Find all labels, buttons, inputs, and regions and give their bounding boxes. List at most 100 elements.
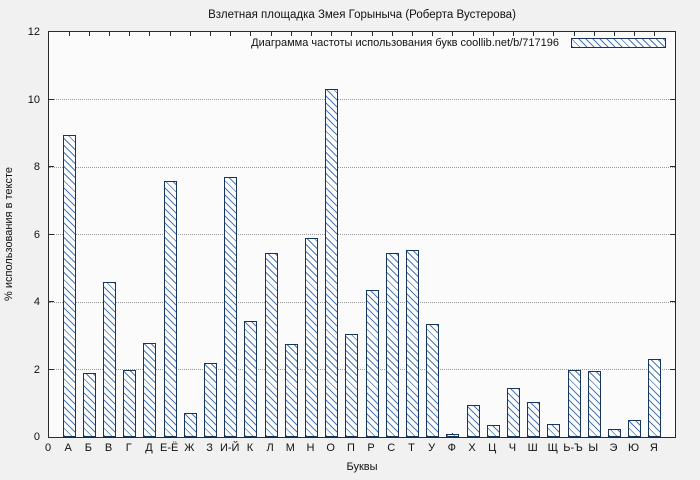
x-tick-label: Г bbox=[125, 442, 132, 454]
bar bbox=[244, 320, 258, 437]
x-tick-label: П bbox=[346, 442, 355, 454]
bar bbox=[527, 401, 541, 437]
x-tick-mark bbox=[290, 32, 292, 36]
x-tick-mark bbox=[169, 32, 171, 36]
gridline bbox=[49, 234, 675, 235]
x-tick-label: А bbox=[64, 442, 72, 454]
x-tick-mark bbox=[109, 32, 111, 36]
x-tick-mark bbox=[270, 32, 272, 36]
x-tick-mark bbox=[573, 32, 575, 36]
x-tick-label: Ь-Ъ bbox=[563, 442, 583, 454]
x-tick-label: 0 bbox=[44, 442, 52, 454]
bar bbox=[183, 413, 197, 437]
bar bbox=[62, 134, 76, 437]
x-tick-mark bbox=[210, 32, 212, 36]
bar bbox=[284, 344, 298, 437]
x-tick-mark bbox=[391, 32, 393, 36]
y-tick-mark bbox=[670, 301, 675, 302]
x-tick-label: С bbox=[387, 442, 396, 454]
x-tick-label: Х bbox=[468, 442, 476, 454]
x-tick-label: Н bbox=[306, 442, 315, 454]
x-tick-label: К bbox=[246, 442, 254, 454]
x-tick-mark bbox=[512, 32, 514, 36]
x-tick-label: Ж bbox=[184, 442, 195, 454]
bar bbox=[385, 253, 399, 437]
y-tick-mark bbox=[49, 98, 54, 100]
x-tick-mark bbox=[189, 32, 191, 36]
x-tick-label: Я bbox=[649, 442, 658, 454]
bar bbox=[506, 388, 520, 437]
x-tick-mark bbox=[230, 32, 232, 36]
x-tick-label: Р bbox=[367, 442, 375, 454]
x-tick-mark bbox=[351, 32, 353, 36]
x-tick-mark bbox=[452, 32, 454, 36]
y-tick-mark bbox=[49, 233, 54, 235]
y-tick-mark bbox=[670, 166, 675, 167]
y-tick-mark bbox=[49, 166, 54, 167]
x-tick-mark bbox=[331, 32, 333, 36]
bar bbox=[305, 237, 319, 437]
x-tick-label: И-Й bbox=[219, 442, 240, 454]
bar bbox=[345, 334, 359, 437]
x-tick-mark bbox=[68, 32, 70, 36]
bar bbox=[486, 425, 500, 437]
x-tick-mark bbox=[250, 32, 252, 36]
x-tick-label: В bbox=[104, 442, 113, 454]
y-tick-label: 6 bbox=[33, 228, 40, 241]
gridline bbox=[49, 301, 675, 303]
x-tick-label: Л bbox=[266, 442, 274, 454]
x-tick-label: Е-Ё bbox=[159, 442, 179, 454]
x-tick-mark bbox=[88, 32, 90, 36]
x-tick-mark bbox=[411, 32, 413, 36]
x-tick-mark bbox=[432, 32, 434, 36]
x-axis-label: Буквы bbox=[346, 461, 378, 473]
bar bbox=[325, 89, 339, 437]
bar bbox=[426, 323, 440, 437]
x-tick-mark bbox=[654, 32, 656, 36]
y-tick-mark bbox=[670, 368, 675, 370]
bar bbox=[365, 290, 379, 437]
bar bbox=[547, 423, 561, 437]
y-tick-mark bbox=[49, 368, 54, 370]
y-tick-mark bbox=[670, 233, 675, 235]
y-tick-label: 12 bbox=[27, 26, 40, 38]
y-tick-label: 10 bbox=[27, 93, 40, 106]
bar bbox=[224, 177, 238, 437]
x-tick-label: Б bbox=[84, 442, 92, 454]
bar bbox=[446, 433, 460, 437]
x-tick-mark bbox=[553, 32, 555, 36]
x-tick-mark bbox=[613, 32, 615, 36]
bar bbox=[204, 362, 218, 437]
bar bbox=[103, 281, 117, 437]
y-tick-mark bbox=[49, 301, 54, 302]
y-tick-labels: 0 2 4 6 8 10 12 bbox=[0, 26, 43, 443]
x-tick-label: Т bbox=[408, 442, 415, 454]
bar bbox=[264, 253, 278, 437]
x-tick-mark bbox=[371, 32, 373, 36]
y-tick-label: 4 bbox=[33, 296, 40, 308]
x-tick-mark bbox=[593, 32, 595, 36]
bar bbox=[466, 404, 480, 437]
x-tick-mark bbox=[472, 32, 474, 36]
x-tick-mark bbox=[129, 32, 131, 36]
x-tick-label: Ю bbox=[628, 442, 640, 454]
x-tick-label: Ф bbox=[447, 442, 457, 454]
bar bbox=[143, 342, 157, 437]
x-tick-mark bbox=[634, 32, 636, 36]
x-tick-mark bbox=[311, 32, 313, 36]
bar bbox=[82, 372, 96, 437]
gridline bbox=[49, 369, 675, 370]
y-tick-label: 8 bbox=[33, 161, 40, 173]
x-tick-label: Ш bbox=[527, 442, 538, 454]
x-tick-label: З bbox=[206, 442, 213, 454]
chart-title: Взлетная площадка Змея Горыныча (Роберта… bbox=[208, 9, 516, 21]
bar bbox=[587, 371, 601, 437]
x-tick-label: О bbox=[326, 442, 335, 454]
bar bbox=[567, 369, 581, 437]
bar bbox=[405, 249, 419, 437]
x-tick-label: Ц bbox=[488, 442, 497, 454]
x-tick-labels: 0 А Б В Г Д Е-Ё Ж З И-Й К Л М Н О П Р С Т У Ф Х Ц Ч Ш Щ Ь-Ъ Ы Э Ю Я bbox=[44, 442, 676, 455]
bar bbox=[607, 428, 621, 437]
y-tick-label: 2 bbox=[33, 363, 40, 376]
y-tick-mark bbox=[670, 98, 675, 100]
